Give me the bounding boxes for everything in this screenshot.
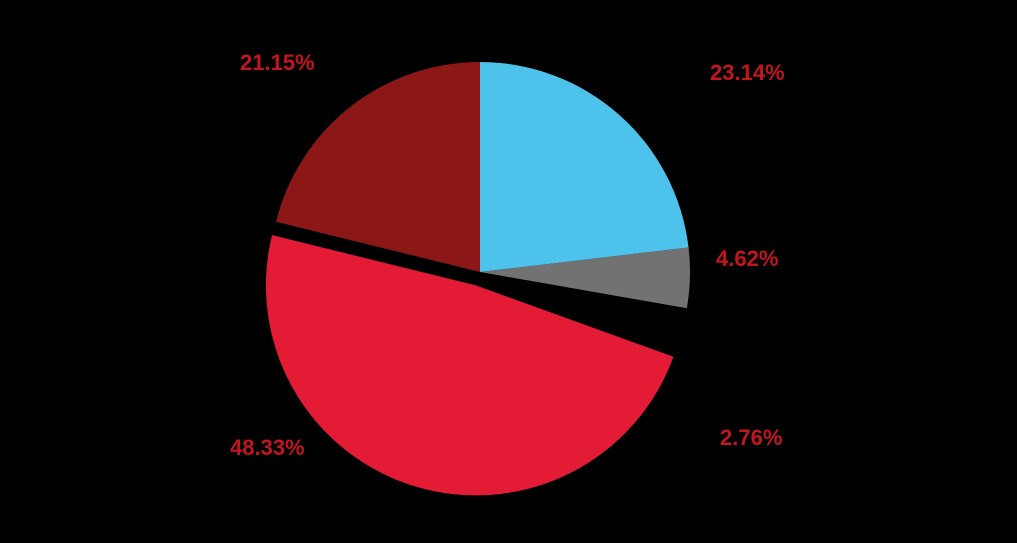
pie-slice-0 — [480, 62, 689, 272]
slice-label-2: 2.76% — [720, 425, 782, 451]
pie-svg — [0, 0, 1017, 543]
pie-slice-4 — [276, 62, 480, 272]
pie-chart: 23.14% 4.62% 2.76% 48.33% 21.15% — [0, 0, 1017, 543]
slice-label-3: 48.33% — [230, 435, 305, 461]
slice-label-0: 23.14% — [710, 60, 785, 86]
slice-label-1: 4.62% — [716, 246, 778, 272]
slice-label-4: 21.15% — [240, 50, 315, 76]
